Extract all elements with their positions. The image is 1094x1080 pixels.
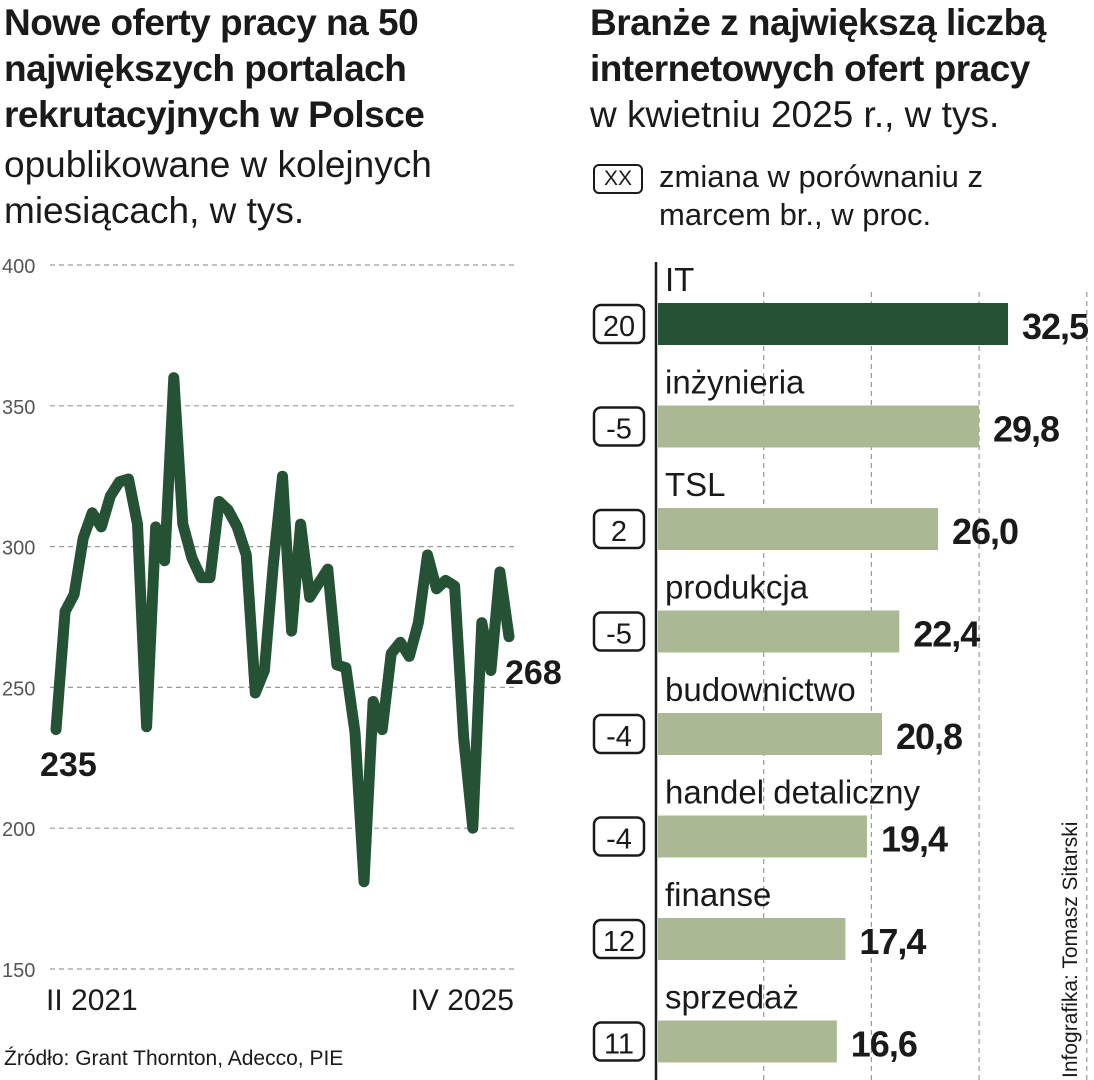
change-badge-value: -4 [606,824,632,856]
source-note: Źródło: Grant Thornton, Adecco, PIE [4,1047,344,1070]
bar-row: finanse 12 17,4 [592,876,927,962]
bar [658,610,900,653]
end-value-label: 268 [505,654,562,692]
change-badge-box [592,508,646,550]
bar [658,918,846,960]
bar-value-label: 16,6 [851,1024,917,1065]
change-badge-box [592,713,646,755]
category-label: handel detaliczny [665,774,921,811]
bar-row: handel detaliczny -4 19,4 [592,774,949,860]
bar-row: budownictwo -4 20,8 [592,671,963,757]
change-badge-box [592,406,646,447]
x-end-label: IV 2025 [411,984,514,1017]
x-start-label: II 2021 [46,984,138,1017]
line-chart-title: Nowe oferty pracy na 50 największych por… [4,2,425,135]
y-tick-label: 400 [2,256,35,278]
category-label: finanse [665,876,771,913]
bar-row: IT 20 32,5 [592,261,1090,347]
bar-value-label: 19,4 [881,819,948,860]
category-label: sprzedaż [665,979,799,1016]
category-label: TSL [665,466,726,503]
change-badge-value: -5 [606,619,632,651]
change-badge-box [592,611,646,652]
bar-chart-subtitle: w kwietniu 2025 r., w tys. [590,94,1000,135]
start-value-label: 235 [40,746,97,784]
bar-value-label: 20,8 [896,716,962,757]
change-badge-value: 11 [604,1029,634,1061]
change-badge-value: 12 [603,926,635,958]
change-badge-value: -4 [606,721,632,753]
change-badge-box [592,303,646,345]
bar [658,1020,837,1063]
line-chart-subtitle: opublikowane w kolejnych miesiącach, w t… [4,144,432,231]
y-tick-label: 350 [2,397,35,419]
bar [658,508,939,550]
bar-chart-title: Branże z największą liczbą internetowych… [590,2,1046,89]
bar-value-label: 32,5 [1022,306,1089,347]
bar [658,405,979,448]
bar-value-label: 29,8 [993,409,1059,450]
bar [658,303,1009,345]
legend-sample-box: XX [593,164,643,194]
infographic-credit: Infografika: Tomasz Sitarski [1059,821,1082,1078]
line-chart: 400 350 300 250 200 150 235 268 II 2021 IV 20… [2,256,562,1017]
category-label: inżynieria [665,364,805,401]
bar-value-label: 26,0 [952,511,1018,552]
change-badge-value: 2 [611,516,627,548]
legend-text: zmiana w porównaniu z marcem br., w proc… [659,159,983,232]
bar-value-label: 17,4 [859,921,926,962]
bar-row: sprzedaż 11 16,6 [592,979,918,1065]
change-badge-box [592,816,646,857]
bar [658,713,883,755]
bar-value-label: 22,4 [913,614,980,655]
bar-chart-rows: IT 20 32,5 inżynieria -5 29,8 TSL 2 26,0 produkcj… [592,261,1090,1065]
change-badge-value: -5 [606,414,632,446]
change-badge-box [592,918,646,960]
y-tick-label: 200 [2,819,35,841]
y-tick-label: 150 [2,960,35,982]
change-badge-box [592,1021,646,1062]
category-label: budownictwo [665,671,856,708]
job-offers-line [50,372,515,888]
bar-row: inżynieria -5 29,8 [592,364,1060,450]
bar-row: TSL 2 26,0 [592,466,1019,552]
line-chart-y-axis: 400 350 300 250 200 150 [2,256,35,982]
y-tick-label: 250 [2,678,35,700]
category-label: IT [665,261,694,298]
category-label: produkcja [665,569,809,606]
bar [658,815,867,858]
line-chart-gridlines [50,264,516,970]
bar-row: produkcja -5 22,4 [592,569,981,655]
y-tick-label: 300 [2,538,35,560]
change-badge-value: 20 [603,311,635,343]
